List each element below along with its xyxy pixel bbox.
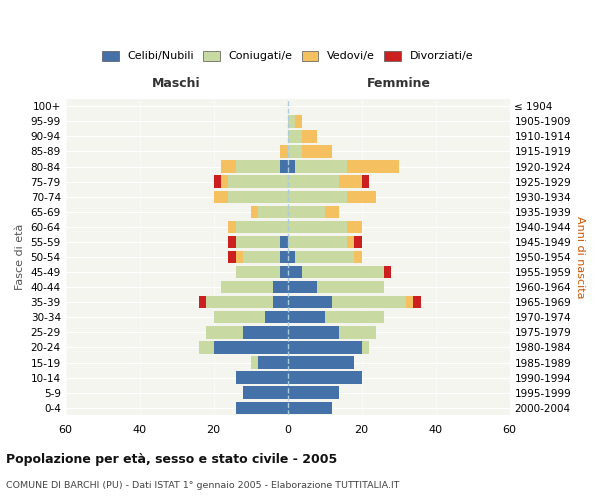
Bar xyxy=(287,236,347,248)
Bar xyxy=(258,356,287,368)
Bar xyxy=(302,266,384,278)
Bar xyxy=(340,176,362,188)
Bar xyxy=(229,220,236,233)
Bar xyxy=(214,311,265,324)
Bar xyxy=(287,342,362,353)
Bar xyxy=(236,251,243,263)
Bar xyxy=(206,326,243,338)
Bar xyxy=(287,115,295,128)
Bar xyxy=(295,115,302,128)
Legend: Celibi/Nubili, Coniugati/e, Vedovi/e, Divorziati/e: Celibi/Nubili, Coniugati/e, Vedovi/e, Di… xyxy=(99,48,476,65)
Bar xyxy=(236,372,287,384)
Bar xyxy=(287,296,332,308)
Bar xyxy=(287,311,325,324)
Bar xyxy=(243,251,280,263)
Bar xyxy=(236,220,287,233)
Bar xyxy=(199,296,206,308)
Bar xyxy=(206,296,273,308)
Bar xyxy=(214,176,221,188)
Bar xyxy=(340,326,376,338)
Y-axis label: Anni di nascita: Anni di nascita xyxy=(575,216,585,298)
Bar xyxy=(280,236,287,248)
Bar xyxy=(214,190,229,203)
Bar xyxy=(347,160,398,173)
Bar xyxy=(236,160,280,173)
Bar xyxy=(347,236,354,248)
Bar xyxy=(287,266,302,278)
Bar xyxy=(251,206,258,218)
Bar xyxy=(295,251,354,263)
Bar xyxy=(406,296,413,308)
Bar xyxy=(362,176,369,188)
Bar xyxy=(251,356,258,368)
Bar xyxy=(280,160,287,173)
Bar xyxy=(287,281,317,293)
Bar xyxy=(287,130,302,142)
Bar xyxy=(325,206,340,218)
Bar xyxy=(347,220,362,233)
Bar xyxy=(287,220,347,233)
Bar xyxy=(199,342,214,353)
Bar xyxy=(287,251,295,263)
Bar xyxy=(287,160,295,173)
Bar xyxy=(332,296,406,308)
Y-axis label: Fasce di età: Fasce di età xyxy=(15,224,25,290)
Bar xyxy=(243,386,287,399)
Bar xyxy=(287,372,362,384)
Bar xyxy=(287,146,302,158)
Bar xyxy=(280,266,287,278)
Bar xyxy=(236,236,280,248)
Bar xyxy=(229,236,236,248)
Bar xyxy=(354,236,362,248)
Bar xyxy=(287,326,340,338)
Bar xyxy=(413,296,421,308)
Bar xyxy=(287,402,332,414)
Bar xyxy=(221,160,236,173)
Bar xyxy=(287,206,325,218)
Bar xyxy=(273,296,287,308)
Bar xyxy=(214,342,287,353)
Bar xyxy=(221,281,273,293)
Bar xyxy=(221,176,229,188)
Bar xyxy=(229,190,287,203)
Bar xyxy=(302,130,317,142)
Bar xyxy=(229,176,287,188)
Bar xyxy=(325,311,384,324)
Bar xyxy=(287,190,347,203)
Bar xyxy=(280,251,287,263)
Bar xyxy=(317,281,384,293)
Bar xyxy=(280,146,287,158)
Text: COMUNE DI BARCHI (PU) - Dati ISTAT 1° gennaio 2005 - Elaborazione TUTTITALIA.IT: COMUNE DI BARCHI (PU) - Dati ISTAT 1° ge… xyxy=(6,480,400,490)
Bar xyxy=(243,326,287,338)
Bar xyxy=(236,266,280,278)
Bar xyxy=(302,146,332,158)
Bar xyxy=(295,160,347,173)
Bar xyxy=(265,311,287,324)
Bar xyxy=(258,206,287,218)
Text: Maschi: Maschi xyxy=(152,76,201,90)
Bar xyxy=(229,251,236,263)
Text: Femmine: Femmine xyxy=(367,76,431,90)
Bar xyxy=(362,342,369,353)
Bar xyxy=(287,356,354,368)
Bar xyxy=(354,251,362,263)
Bar xyxy=(236,402,287,414)
Bar xyxy=(273,281,287,293)
Text: Popolazione per età, sesso e stato civile - 2005: Popolazione per età, sesso e stato civil… xyxy=(6,452,337,466)
Bar xyxy=(287,386,340,399)
Bar xyxy=(384,266,391,278)
Bar xyxy=(347,190,376,203)
Bar xyxy=(287,176,340,188)
